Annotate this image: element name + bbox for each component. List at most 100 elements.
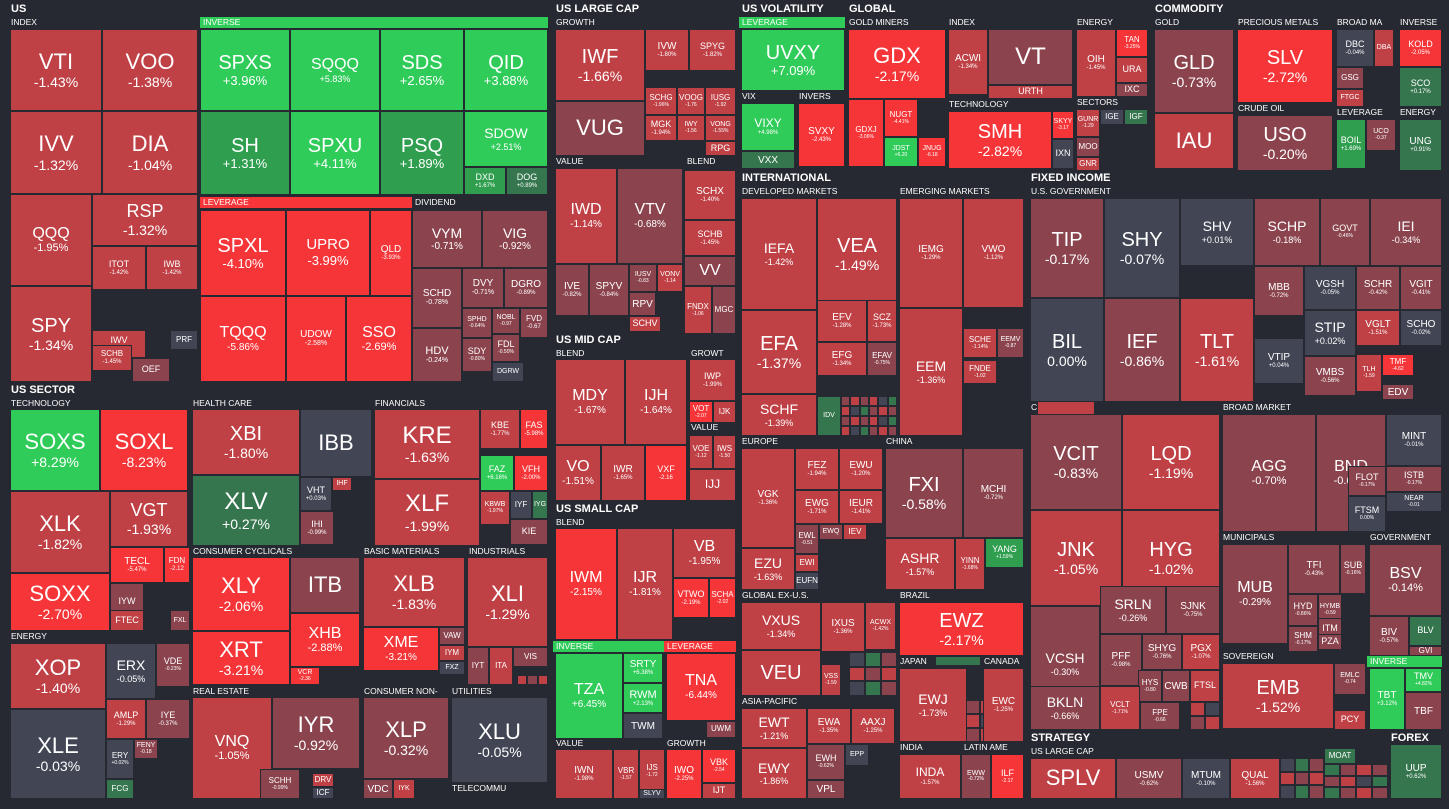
etf-tile-vss[interactable]: VSS -1.59: [821, 664, 841, 696]
etf-tile-inda[interactable]: INDA -1.57%: [899, 754, 961, 799]
etf-tile-tqqq[interactable]: TQQQ -5.86%: [200, 296, 286, 382]
small-etf-cell[interactable]: [1340, 764, 1356, 776]
etf-tile-iei[interactable]: IEI -0.34%: [1370, 198, 1442, 266]
etf-tile-sds[interactable]: SDS +2.65%: [380, 29, 464, 111]
etf-tile-ezu[interactable]: EZU -1.63%: [741, 548, 795, 590]
etf-tile-tza[interactable]: TZA +6.45%: [555, 653, 623, 739]
etf-tile-iev[interactable]: IEV: [843, 524, 867, 540]
small-etf-cell[interactable]: [1280, 758, 1295, 772]
etf-tile-vo[interactable]: VO -1.51%: [555, 445, 601, 501]
etf-tile-tbt[interactable]: TBT +3.12%: [1369, 668, 1405, 730]
section-header-us-volatility[interactable]: US VOLATILITY: [739, 3, 845, 17]
etf-tile-xhb[interactable]: XHB -2.88%: [290, 613, 360, 667]
etf-tile-ief[interactable]: IEF -0.86%: [1104, 298, 1180, 402]
small-etf-cell[interactable]: [869, 416, 879, 426]
small-etf-cell[interactable]: [1372, 764, 1388, 776]
small-etf-cell[interactable]: [859, 406, 869, 416]
etf-tile-edv[interactable]: EDV: [1382, 384, 1414, 400]
etf-tile-shy[interactable]: SHY -0.07%: [1104, 198, 1180, 298]
etf-tile-sdy[interactable]: SDY -0.80%: [462, 338, 492, 372]
etf-tile-eem[interactable]: EEM -1.36%: [899, 308, 963, 436]
etf-tile-scha[interactable]: SCHA -2.02: [709, 578, 736, 618]
etf-tile-iwo[interactable]: IWO -2.25%: [666, 749, 702, 799]
etf-tile-dgrw[interactable]: DGRW: [492, 362, 524, 382]
etf-tile-ewa[interactable]: EWA -1.35%: [807, 708, 851, 744]
etf-tile-vym[interactable]: VYM -0.71%: [412, 210, 482, 268]
etf-tile-ftsl[interactable]: FTSL: [1190, 670, 1220, 702]
etf-tile-kre[interactable]: KRE -1.63%: [374, 409, 480, 479]
small-etf-cell[interactable]: [887, 416, 897, 426]
etf-tile-gdxj[interactable]: GDXJ -3.06%: [848, 99, 884, 167]
small-etf-cell[interactable]: [865, 652, 881, 667]
etf-tile-xly[interactable]: XLY -2.06%: [192, 557, 290, 631]
etf-tile-ftec[interactable]: FTEC: [110, 610, 144, 631]
etf-tile-bsv[interactable]: BSV -0.14%: [1369, 544, 1442, 616]
etf-tile-schb[interactable]: SCHB -1.45%: [92, 345, 132, 371]
etf-tile-emb[interactable]: EMB -1.52%: [1222, 663, 1334, 729]
etf-tile-dbc[interactable]: DBC -0.04%: [1336, 29, 1374, 67]
etf-tile-vfh[interactable]: VFH -2.00%: [514, 455, 548, 491]
etf-tile-gdx[interactable]: GDX -2.17%: [848, 29, 946, 99]
etf-tile-gnr[interactable]: GNR: [1076, 157, 1100, 171]
section-header-commodity[interactable]: COMMODITY: [1152, 3, 1442, 17]
etf-tile-agg[interactable]: AGG -0.70%: [1222, 414, 1316, 532]
etf-tile-vxus[interactable]: VXUS -1.34%: [741, 602, 821, 650]
section-header-strategy[interactable]: STRATEGY: [1028, 732, 1388, 746]
etf-tile-jnk[interactable]: JNK -1.05%: [1030, 510, 1122, 606]
small-etf-cell[interactable]: [878, 426, 888, 436]
etf-tile-fcg[interactable]: FCG: [106, 779, 134, 799]
etf-tile-sjnk[interactable]: SJNK -0.75%: [1166, 586, 1220, 634]
etf-tile-iyt[interactable]: IYT: [467, 647, 489, 685]
section-header-global[interactable]: GLOBAL: [846, 3, 1151, 17]
etf-tile-jnug[interactable]: JNUG -6.18: [918, 137, 946, 167]
section-header-us-mid-cap[interactable]: US MID CAP: [553, 334, 736, 348]
etf-tile-voog[interactable]: VOOG -1.76: [677, 87, 705, 115]
etf-tile-eww[interactable]: EWW -0.72%: [961, 754, 991, 799]
etf-tile-vbr[interactable]: VBR -1.57: [613, 749, 639, 799]
etf-tile-sub[interactable]: SUB -0.16%: [1340, 544, 1366, 594]
etf-tile-vot[interactable]: VOT -2.07: [689, 401, 713, 423]
etf-tile-pgx[interactable]: PGX -1.07%: [1182, 634, 1220, 670]
etf-tile-vgsh[interactable]: VGSH -0.05%: [1304, 266, 1356, 310]
etf-tile-vb[interactable]: VB -1.95%: [673, 528, 736, 578]
etf-tile-vug[interactable]: VUG: [555, 101, 645, 156]
etf-tile-fxl[interactable]: FXL: [170, 610, 190, 631]
etf-tile-xle[interactable]: XLE -0.03%: [10, 709, 106, 799]
etf-tile-acwx[interactable]: ACWX -1.42%: [865, 602, 896, 650]
section-header-fixed-income[interactable]: FIXED INCOME: [1028, 172, 1442, 186]
small-etf-cell[interactable]: [841, 406, 851, 416]
etf-tile-ewt[interactable]: EWT -1.21%: [741, 708, 807, 748]
small-etf-cell[interactable]: [1294, 758, 1310, 772]
etf-tile-tip[interactable]: TIP -0.17%: [1030, 198, 1104, 298]
etf-tile-boil[interactable]: BOIL +1.69%: [1336, 119, 1366, 169]
etf-tile-slyv[interactable]: SLYV: [639, 789, 665, 799]
etf-tile-udow[interactable]: UDOW -2.58%: [286, 296, 346, 382]
small-etf-cell[interactable]: [869, 396, 879, 406]
small-etf-cell[interactable]: [1340, 775, 1356, 788]
etf-tile-iwp[interactable]: IWP -1.99%: [689, 359, 736, 401]
etf-tile-vig[interactable]: VIG -0.92%: [482, 210, 548, 268]
etf-tile-dvy[interactable]: DVY -0.71%: [462, 268, 504, 308]
etf-tile-ung[interactable]: UNG +0.91%: [1399, 119, 1442, 171]
etf-tile-hyd[interactable]: HYD -0.86%: [1288, 594, 1318, 626]
etf-tile-ixus[interactable]: IXUS -1.36%: [821, 602, 865, 652]
small-etf-cell[interactable]: [1324, 764, 1340, 776]
etf-tile-psq[interactable]: PSQ +1.89%: [380, 111, 464, 195]
small-etf-cell[interactable]: [1309, 758, 1324, 772]
etf-tile-iwb[interactable]: IWB -1.42%: [146, 246, 198, 290]
section-header-international[interactable]: INTERNATIONAL: [739, 172, 1026, 186]
small-etf-cell[interactable]: [537, 675, 548, 685]
small-etf-cell[interactable]: [850, 416, 860, 426]
etf-tile-gld[interactable]: GLD -0.73%: [1154, 29, 1234, 113]
etf-tile-sche[interactable]: SCHE -1.14%: [963, 328, 997, 358]
etf-tile-vht[interactable]: VHT +0.03%: [300, 477, 332, 511]
etf-tile-iusv[interactable]: IUSV -0.83: [629, 264, 657, 292]
etf-tile-fndx[interactable]: FNDX -1.06: [684, 286, 712, 334]
small-etf-cell[interactable]: [887, 426, 897, 436]
etf-tile-rpv[interactable]: RPV: [629, 292, 656, 316]
small-etf-cell[interactable]: [1190, 702, 1205, 716]
etf-tile-ixc[interactable]: IXC: [1116, 83, 1148, 97]
etf-tile-emlc[interactable]: EMLC -0.74: [1334, 663, 1366, 695]
etf-tile-vgt[interactable]: VGT -1.93%: [110, 491, 188, 547]
etf-tile-iwd[interactable]: IWD -1.14%: [555, 168, 617, 264]
